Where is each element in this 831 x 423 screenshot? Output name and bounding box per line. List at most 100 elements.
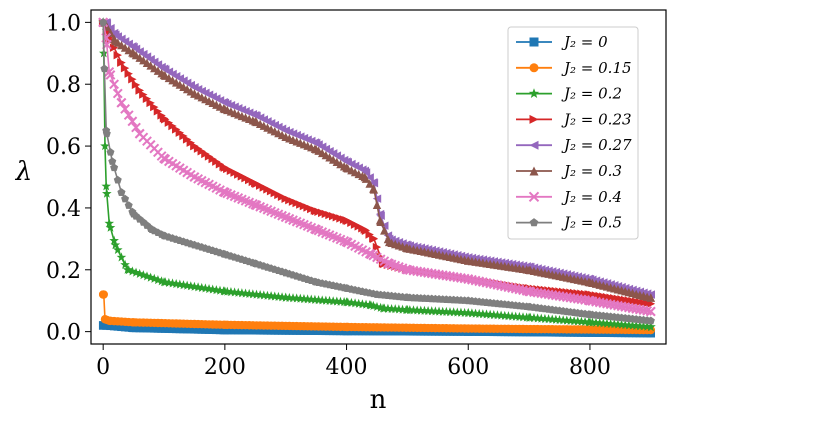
data-point <box>134 268 145 278</box>
legend-marker <box>529 37 539 47</box>
legend-item: J₂ = 0.5 <box>516 214 622 232</box>
data-point <box>120 63 130 73</box>
data-point <box>220 104 230 114</box>
data-point <box>145 272 156 282</box>
data-point <box>585 310 594 319</box>
data-point <box>365 249 376 260</box>
data-point <box>220 325 230 335</box>
legend-marker <box>528 191 540 203</box>
data-point <box>127 266 138 276</box>
data-point <box>463 308 474 318</box>
data-point <box>403 243 412 253</box>
data-point <box>159 277 169 287</box>
data-point <box>189 172 200 182</box>
data-point <box>375 209 385 219</box>
data-point <box>524 286 535 297</box>
data-point <box>369 234 379 244</box>
legend-marker <box>529 218 539 227</box>
data-point <box>123 110 134 121</box>
data-point <box>129 323 138 333</box>
data-point <box>135 86 144 95</box>
plot-area-series <box>98 17 656 338</box>
data-point <box>131 80 141 90</box>
data-point <box>101 181 111 191</box>
data-point <box>311 224 322 235</box>
data-point <box>372 200 382 210</box>
data-point <box>384 237 394 247</box>
data-point <box>139 90 148 99</box>
y-tick-label: 0.8 <box>46 73 81 98</box>
y-tick-label: 0.4 <box>46 197 81 222</box>
data-point <box>251 117 260 126</box>
data-point <box>129 49 138 58</box>
data-point <box>403 293 412 302</box>
x-axis-label: n <box>370 385 387 415</box>
data-point <box>116 97 127 108</box>
data-point <box>220 98 230 107</box>
data-point <box>365 173 374 182</box>
data-point <box>311 138 321 148</box>
data-point <box>129 209 138 218</box>
data-point <box>147 225 156 233</box>
data-point <box>160 231 169 240</box>
data-point <box>117 188 126 196</box>
legend-marker <box>529 140 539 150</box>
data-point <box>378 303 388 313</box>
data-point <box>105 222 116 232</box>
data-point <box>369 178 379 188</box>
data-point <box>219 187 230 198</box>
data-point <box>100 141 110 151</box>
data-point <box>380 226 389 235</box>
data-point <box>464 324 473 333</box>
data-point <box>372 242 382 252</box>
data-point <box>220 163 230 172</box>
data-point <box>251 178 260 188</box>
data-point <box>104 218 115 228</box>
series-J2=0.5 <box>99 18 655 325</box>
legend-label: J₂ = 0.2 <box>561 85 622 103</box>
data-point <box>524 265 534 274</box>
legend-marker <box>528 88 540 98</box>
data-point <box>121 194 130 203</box>
data-point <box>342 163 351 172</box>
data-point <box>153 107 163 116</box>
legend-marker <box>529 63 539 73</box>
data-point <box>341 297 352 307</box>
y-tick-label: 1.0 <box>46 11 81 36</box>
data-point <box>149 273 160 283</box>
data-point <box>311 144 321 154</box>
legend-item: J₂ = 0.23 <box>516 110 632 128</box>
data-point <box>280 212 291 223</box>
data-point <box>464 296 473 305</box>
data-point <box>134 128 145 139</box>
x-tick-label: 0 <box>96 355 110 380</box>
data-point <box>281 268 290 277</box>
data-point <box>102 126 111 135</box>
data-point <box>190 83 199 92</box>
data-point <box>112 88 123 99</box>
legend-item: J₂ = 0.27 <box>516 136 632 154</box>
data-point <box>251 110 260 120</box>
data-point <box>369 185 379 194</box>
data-point <box>120 259 130 269</box>
legend-label: J₂ = 0.23 <box>561 110 632 128</box>
data-point <box>360 166 370 176</box>
data-point <box>311 206 321 216</box>
data-point <box>113 50 122 60</box>
legend-box <box>507 26 639 240</box>
data-point <box>251 259 260 267</box>
data-point <box>146 98 155 108</box>
data-point <box>281 132 290 141</box>
data-point <box>375 216 385 225</box>
data-point <box>153 275 163 285</box>
data-point <box>128 75 137 84</box>
data-point <box>99 290 108 299</box>
y-axis-label: λ <box>15 157 32 187</box>
legend-label: J₂ = 0.27 <box>561 136 632 154</box>
data-point <box>646 293 655 302</box>
data-point <box>312 277 321 286</box>
data-point <box>99 18 108 26</box>
data-point <box>281 126 290 135</box>
x-axis-ticks: 0 200 400 600 800 <box>96 344 611 380</box>
